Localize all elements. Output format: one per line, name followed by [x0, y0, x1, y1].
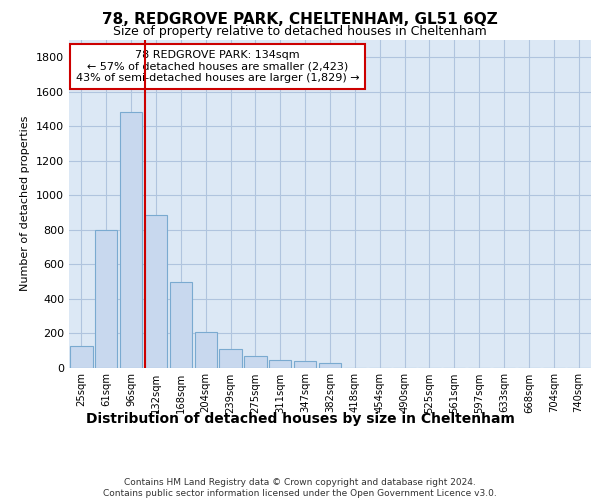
Bar	[269, 360, 292, 368]
Bar	[170, 282, 192, 368]
Bar	[95, 230, 118, 368]
Text: Size of property relative to detached houses in Cheltenham: Size of property relative to detached ho…	[113, 25, 487, 38]
Bar	[244, 356, 266, 368]
Bar	[294, 362, 316, 368]
Bar	[220, 350, 242, 368]
Bar	[194, 332, 217, 368]
Bar	[319, 363, 341, 368]
Bar	[145, 215, 167, 368]
Bar	[120, 112, 142, 368]
Text: Distribution of detached houses by size in Cheltenham: Distribution of detached houses by size …	[86, 412, 514, 426]
Text: Contains HM Land Registry data © Crown copyright and database right 2024.
Contai: Contains HM Land Registry data © Crown c…	[103, 478, 497, 498]
Bar	[70, 346, 92, 368]
Text: 78, REDGROVE PARK, CHELTENHAM, GL51 6QZ: 78, REDGROVE PARK, CHELTENHAM, GL51 6QZ	[102, 12, 498, 28]
Y-axis label: Number of detached properties: Number of detached properties	[20, 116, 31, 292]
Text: 78 REDGROVE PARK: 134sqm
← 57% of detached houses are smaller (2,423)
43% of sem: 78 REDGROVE PARK: 134sqm ← 57% of detach…	[76, 50, 359, 83]
